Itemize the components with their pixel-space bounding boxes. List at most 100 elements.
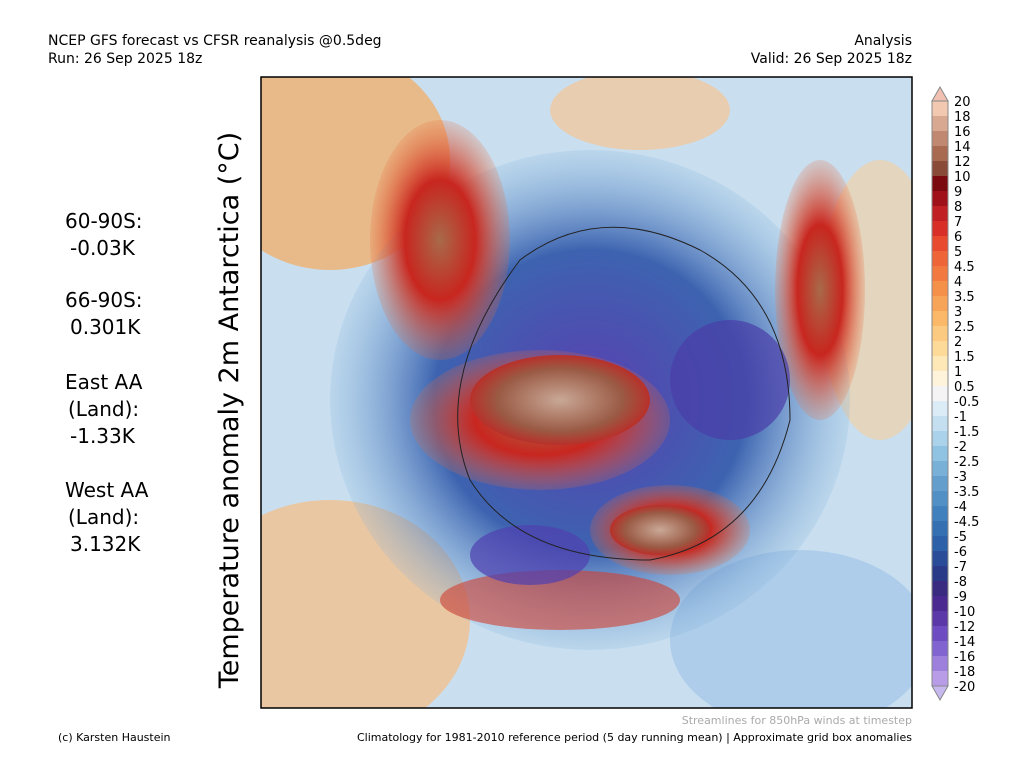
colorbar-segment	[932, 641, 948, 657]
stat-line: East AA	[65, 370, 143, 394]
colorbar-segment	[932, 521, 948, 537]
colorbar-label: -10	[954, 605, 975, 620]
colorbar-segment	[932, 341, 948, 357]
header-run: Run: 26 Sep 2025 18z	[48, 51, 202, 67]
colorbar-arrow-top	[931, 85, 949, 102]
colorbar-label: 2.5	[954, 320, 975, 335]
colorbar-label: -7	[954, 560, 967, 575]
colorbar-label: -18	[954, 665, 975, 680]
colorbar-label: 9	[954, 185, 962, 200]
colorbar-segment	[932, 116, 948, 132]
colorbar-label: -5	[954, 530, 967, 545]
colorbar-label: 3.5	[954, 290, 975, 305]
colorbar-segment	[932, 446, 948, 462]
colorbar-segment	[932, 551, 948, 567]
colorbar-segment	[932, 566, 948, 582]
colorbar-label: -1	[954, 410, 967, 425]
climatology-note: Climatology for 1981-2010 reference peri…	[357, 731, 912, 744]
colorbar-segment	[932, 146, 948, 162]
stat-line: -0.03K	[70, 236, 136, 260]
colorbar-arrow-bottom	[931, 685, 949, 702]
stats: 60-90S: -0.03K 66-90S: 0.301K East AA (Land):…	[65, 209, 149, 556]
colorbar-label: -4	[954, 500, 967, 515]
colorbar-segment	[932, 161, 948, 177]
colorbar-label: -2	[954, 440, 967, 455]
map-frame	[260, 76, 913, 709]
colorbar-segment	[932, 386, 948, 402]
stat-line: 66-90S:	[65, 288, 143, 312]
colorbar-segment	[932, 491, 948, 507]
colorbar-label: 6	[954, 230, 962, 245]
colorbar-label: 7	[954, 215, 962, 230]
colorbar-label: 14	[954, 140, 971, 155]
colorbar-label: -0.5	[954, 395, 979, 410]
colorbar-segment	[932, 101, 948, 117]
stat-line: (Land):	[68, 397, 139, 421]
colorbar-label: 5	[954, 245, 962, 260]
map-title: Temperature anomaly 2m Antarctica (°C)	[214, 132, 245, 689]
colorbar-segment	[932, 251, 948, 267]
colorbar-label: -3	[954, 470, 967, 485]
streamline-note: Streamlines for 850hPa winds at timestep	[682, 714, 912, 727]
colorbar-frame	[931, 100, 949, 687]
colorbar-label: 2	[954, 335, 962, 350]
colorbar-segment	[932, 536, 948, 552]
colorbar-segment	[932, 656, 948, 672]
colorbar-segment	[932, 461, 948, 477]
colorbar-label: 12	[954, 155, 971, 170]
colorbar-label: -9	[954, 590, 967, 605]
colorbar-segment	[932, 506, 948, 522]
stat-line: -1.33K	[70, 424, 136, 448]
colorbar-segment	[932, 296, 948, 312]
colorbar-label: -1.5	[954, 425, 979, 440]
colorbar-segment	[932, 281, 948, 297]
colorbar-label: 3	[954, 305, 962, 320]
colorbar-segment	[932, 131, 948, 147]
header-title: NCEP GFS forecast vs CFSR reanalysis @0.…	[48, 33, 382, 49]
colorbar: 201816141210987654.543.532.521.510.5-0.5…	[931, 85, 979, 702]
colorbar-segment	[932, 581, 948, 597]
colorbar-label: 18	[954, 110, 971, 125]
colorbar-label: -14	[954, 635, 975, 650]
colorbar-label: 4.5	[954, 260, 975, 275]
colorbar-label: -6	[954, 545, 967, 560]
colorbar-label: 16	[954, 125, 971, 140]
colorbar-segment	[932, 221, 948, 237]
stat-line: 60-90S:	[65, 209, 143, 233]
colorbar-segment	[932, 266, 948, 282]
colorbar-label: 10	[954, 170, 971, 185]
stat-line: 3.132K	[70, 532, 141, 556]
colorbar-segment	[932, 611, 948, 627]
colorbar-segment	[932, 311, 948, 327]
colorbar-segment	[932, 206, 948, 222]
colorbar-segment	[932, 626, 948, 642]
colorbar-segment	[932, 671, 948, 687]
stat-line: (Land):	[68, 505, 139, 529]
colorbar-label: -8	[954, 575, 967, 590]
colorbar-segment	[932, 476, 948, 492]
colorbar-segment	[932, 371, 948, 387]
colorbar-label: 0.5	[954, 380, 975, 395]
credit: (c) Karsten Haustein	[58, 731, 171, 744]
colorbar-label: -16	[954, 650, 975, 665]
colorbar-segment	[932, 416, 948, 432]
colorbar-label: -12	[954, 620, 975, 635]
colorbar-segment	[932, 356, 948, 372]
colorbar-label: -2.5	[954, 455, 979, 470]
colorbar-segment	[932, 191, 948, 207]
stat-line: West AA	[65, 478, 149, 502]
colorbar-label: 1.5	[954, 350, 975, 365]
colorbar-label: 8	[954, 200, 962, 215]
colorbar-label: -3.5	[954, 485, 979, 500]
colorbar-label: 1	[954, 365, 962, 380]
colorbar-label: -4.5	[954, 515, 979, 530]
colorbar-segment	[932, 326, 948, 342]
colorbar-segment	[932, 176, 948, 192]
colorbar-segment	[932, 431, 948, 447]
stat-line: 0.301K	[70, 315, 141, 339]
colorbar-label: 20	[954, 95, 971, 110]
map	[261, 77, 912, 708]
colorbar-segment	[932, 596, 948, 612]
colorbar-segment	[932, 401, 948, 417]
